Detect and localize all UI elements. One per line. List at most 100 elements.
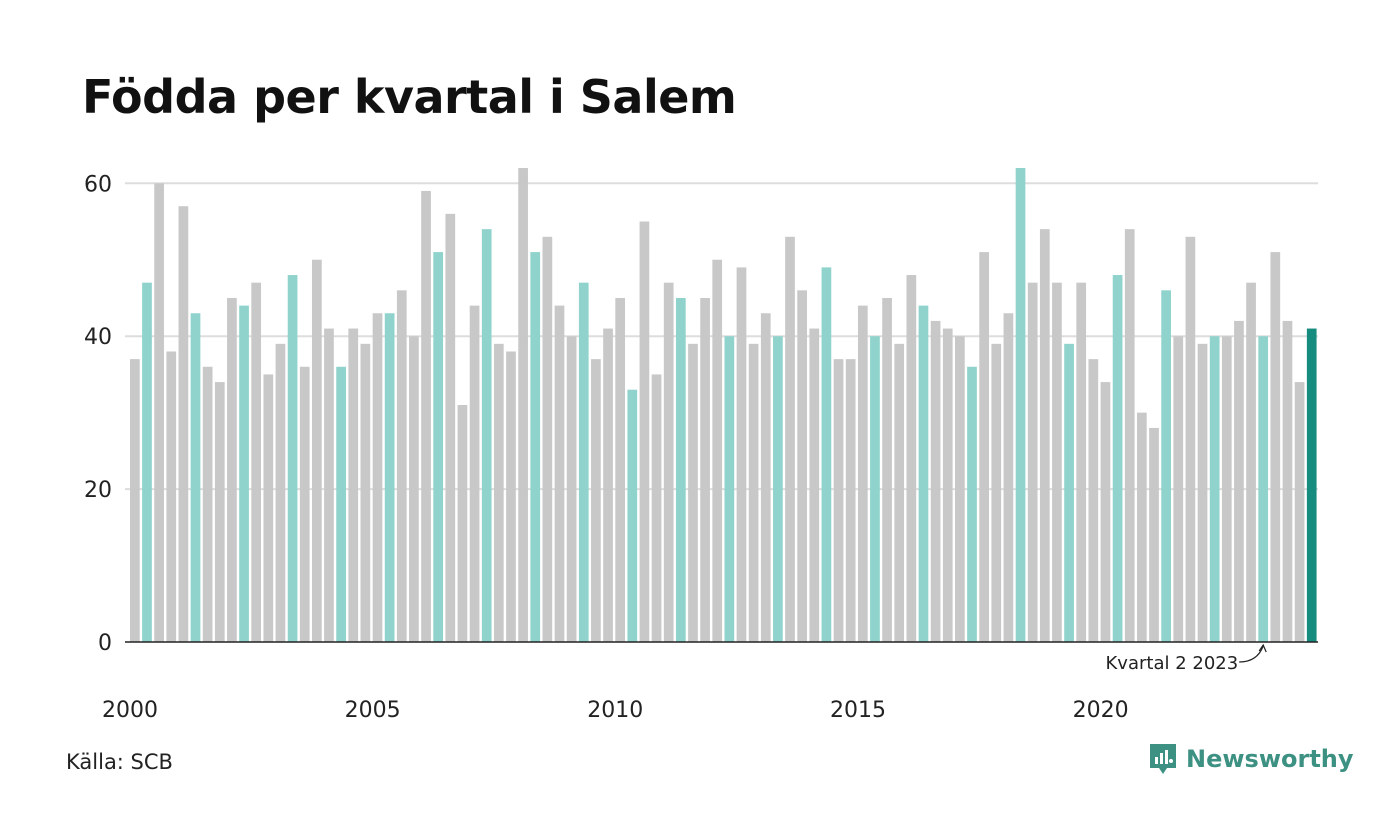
- bar: [324, 328, 334, 642]
- annotation-arrowhead: [1258, 643, 1267, 653]
- bar: [1246, 282, 1256, 642]
- bar: [1209, 336, 1220, 642]
- bar: [712, 259, 723, 642]
- bar: [142, 282, 152, 642]
- bar: [1161, 290, 1171, 642]
- bar: [785, 236, 795, 642]
- bar: [688, 343, 698, 642]
- bar: [506, 351, 516, 642]
- bar: [1052, 282, 1062, 642]
- bar: [700, 297, 710, 642]
- bar: [566, 336, 577, 642]
- bar: [603, 328, 613, 642]
- source-note: Källa: SCB: [66, 750, 173, 774]
- bar: [384, 313, 395, 642]
- annotation-label: Kvartal 2 2023: [1106, 653, 1239, 674]
- bar: [797, 290, 808, 642]
- bar: [190, 313, 201, 642]
- bar: [554, 305, 565, 642]
- x-axis-ticks: 2000 2005 2010 2015 2020: [102, 698, 1129, 723]
- bar: [627, 389, 638, 642]
- bar: [360, 343, 371, 642]
- y-tick-label: 40: [84, 325, 112, 350]
- bar: [1100, 382, 1111, 642]
- bar: [275, 343, 286, 642]
- bar: [1088, 359, 1099, 642]
- bar: [1282, 320, 1293, 642]
- bar: [991, 343, 1002, 642]
- bar: [955, 336, 965, 642]
- y-axis-ticks: 0 20 40 60: [84, 172, 112, 656]
- brand-logo: Newsworthy: [1148, 742, 1354, 776]
- bar: [821, 267, 832, 642]
- bar: [251, 282, 262, 642]
- y-tick-label: 20: [84, 478, 112, 503]
- bar: [1003, 313, 1014, 642]
- bar: [1258, 336, 1269, 642]
- chart-title: Födda per kvartal i Salem: [82, 70, 737, 124]
- bar: [287, 275, 298, 642]
- x-tick-label: 2020: [1073, 698, 1129, 723]
- bar: [457, 405, 468, 642]
- bar: [348, 328, 359, 642]
- bar: [845, 359, 856, 642]
- bar: [918, 305, 929, 642]
- bar: [214, 382, 225, 642]
- bar: [967, 366, 977, 642]
- bar: [870, 336, 880, 642]
- bar: [663, 282, 674, 642]
- bar: [748, 343, 759, 642]
- bar: [651, 374, 662, 642]
- y-tick-label: 0: [98, 631, 112, 656]
- x-tick-label: 2015: [830, 698, 886, 723]
- brand-name: Newsworthy: [1186, 745, 1354, 773]
- y-tick-label: 60: [84, 172, 112, 197]
- bar: [1185, 236, 1196, 642]
- bar: [239, 305, 249, 642]
- bar: [942, 328, 953, 642]
- bar: [1173, 336, 1184, 642]
- bar: [833, 359, 844, 642]
- bar: [372, 313, 383, 642]
- bar-chart: 0 20 40 60 2000 2005 2010 2015 2020 Kvartal 2 2…: [84, 168, 1318, 723]
- bar: [882, 297, 892, 642]
- bar: [130, 359, 140, 642]
- bar: [1221, 336, 1232, 642]
- bar: [1234, 320, 1244, 642]
- bar: [1039, 229, 1050, 642]
- bar: [736, 267, 747, 642]
- bar: [1076, 282, 1087, 642]
- bar: [518, 168, 528, 642]
- bar: [493, 343, 504, 642]
- bar: [809, 328, 820, 642]
- x-tick-label: 2000: [102, 698, 158, 723]
- bar: [202, 366, 213, 642]
- bar: [760, 313, 771, 642]
- bar: [445, 213, 456, 642]
- bar: [615, 297, 626, 642]
- bar: [336, 366, 346, 642]
- bar: [178, 206, 189, 642]
- bar: [894, 343, 905, 642]
- bar: [639, 221, 650, 643]
- x-tick-label: 2005: [345, 698, 401, 723]
- bar: [773, 336, 783, 642]
- bar: [1270, 252, 1281, 642]
- bar: [979, 252, 989, 642]
- bar: [542, 236, 553, 642]
- bar: [421, 190, 431, 642]
- newsworthy-logo-icon: [1150, 744, 1176, 774]
- bar: [263, 374, 274, 642]
- bar: [530, 252, 541, 642]
- bar: [1015, 168, 1026, 642]
- bar: [299, 366, 310, 642]
- bar: [1294, 382, 1305, 642]
- annotation: Kvartal 2 2023: [1106, 643, 1267, 674]
- bar: [930, 320, 941, 642]
- bar: [1124, 229, 1135, 642]
- bar: [227, 297, 237, 642]
- x-tick-label: 2010: [587, 698, 643, 723]
- bar: [396, 290, 407, 642]
- bar: [591, 359, 601, 642]
- bar: [724, 336, 735, 642]
